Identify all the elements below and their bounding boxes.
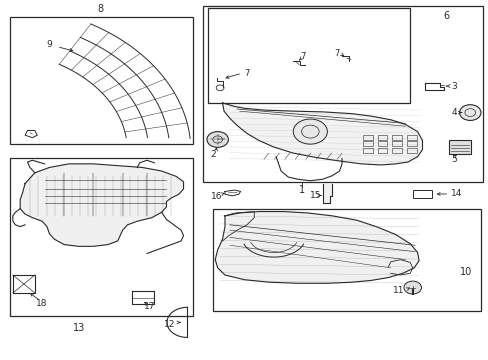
- Polygon shape: [222, 103, 422, 165]
- Bar: [391, 148, 401, 153]
- Bar: [377, 135, 386, 140]
- Text: 12: 12: [163, 320, 175, 329]
- Bar: [207, 8, 409, 103]
- Text: 7: 7: [300, 53, 305, 62]
- Polygon shape: [20, 164, 183, 246]
- Circle shape: [403, 281, 421, 294]
- Bar: [412, 190, 431, 198]
- Text: 17: 17: [143, 302, 155, 311]
- Bar: [448, 140, 470, 154]
- Text: 14: 14: [450, 189, 462, 198]
- Text: 13: 13: [72, 323, 84, 333]
- Bar: [406, 148, 416, 153]
- Bar: [212, 209, 480, 311]
- Text: 7: 7: [244, 69, 249, 78]
- Bar: [203, 6, 483, 182]
- Text: 8: 8: [98, 4, 103, 14]
- Bar: [362, 148, 372, 153]
- Bar: [377, 141, 386, 146]
- Text: 4: 4: [450, 108, 456, 117]
- Text: 10: 10: [460, 267, 472, 277]
- Bar: [391, 141, 401, 146]
- Text: 7: 7: [334, 49, 339, 58]
- Text: 11: 11: [392, 285, 404, 294]
- Bar: [10, 158, 193, 316]
- Circle shape: [459, 105, 480, 121]
- Circle shape: [206, 132, 228, 147]
- Polygon shape: [322, 184, 331, 203]
- Bar: [406, 135, 416, 140]
- Circle shape: [293, 119, 327, 144]
- Text: 9: 9: [46, 40, 52, 49]
- Text: 16: 16: [211, 192, 222, 201]
- Text: 15: 15: [309, 191, 321, 200]
- Text: 6: 6: [443, 11, 449, 21]
- Bar: [391, 135, 401, 140]
- Bar: [406, 141, 416, 146]
- Text: 3: 3: [450, 82, 456, 91]
- Bar: [10, 17, 193, 144]
- Text: 18: 18: [36, 299, 48, 308]
- Text: 1: 1: [298, 185, 304, 195]
- Bar: [362, 135, 372, 140]
- Bar: [362, 141, 372, 146]
- Polygon shape: [215, 212, 418, 283]
- Bar: [377, 148, 386, 153]
- Text: 5: 5: [450, 155, 456, 164]
- Text: 2: 2: [209, 150, 215, 159]
